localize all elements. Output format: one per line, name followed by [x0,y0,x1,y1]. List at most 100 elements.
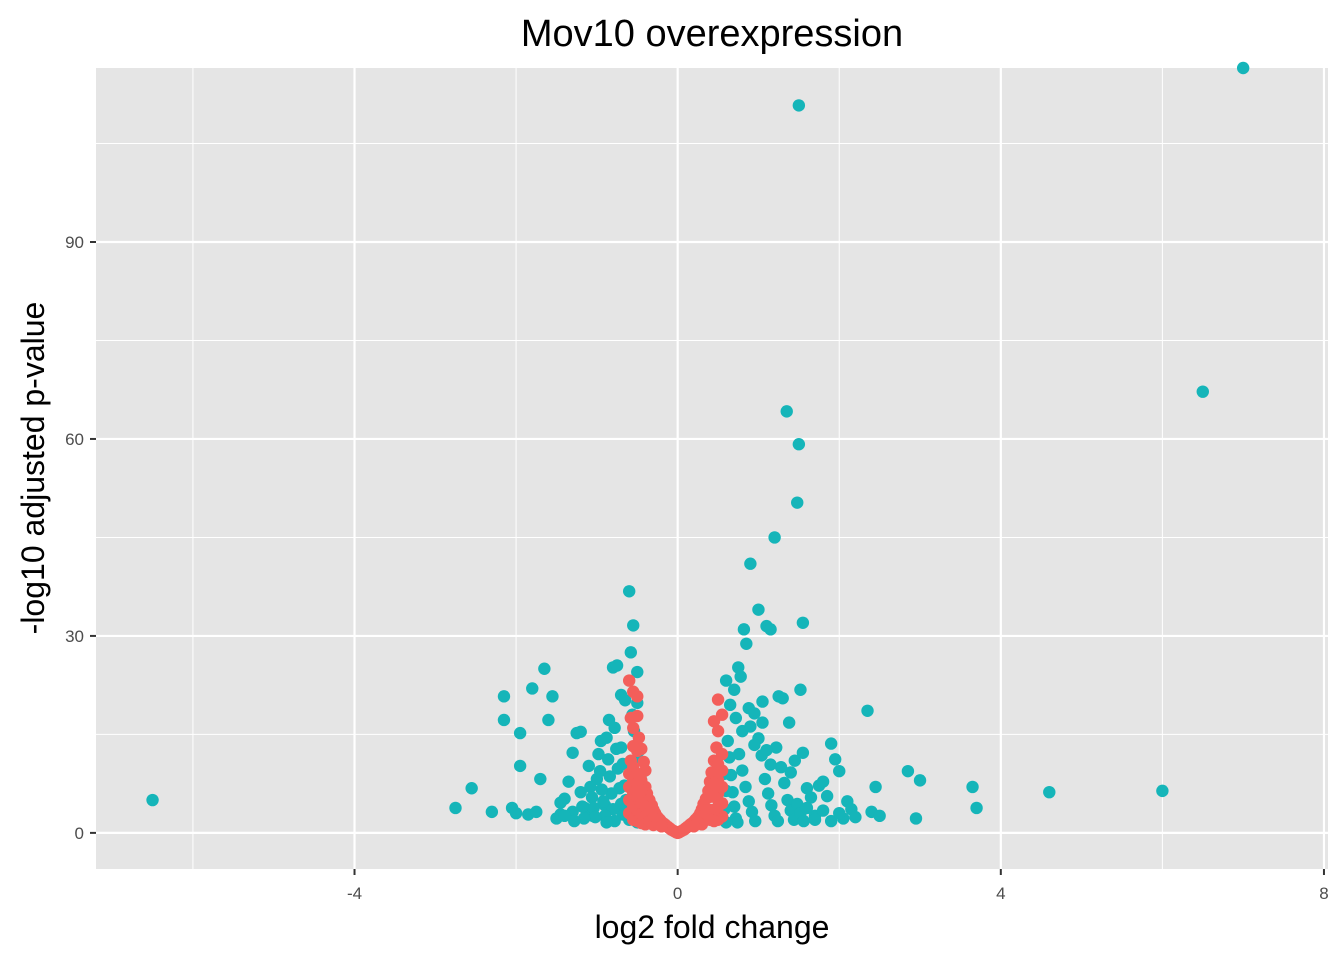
data-point [627,721,640,735]
data-point [742,795,755,808]
data-point [530,805,543,819]
axis-tick-labels: -4 0 4 8 0 30 60 90 [65,233,1329,903]
data-point [764,623,777,636]
data-point [635,784,648,797]
data-point [631,665,644,679]
data-point [744,720,757,733]
data-point [497,713,511,727]
data-point [816,775,830,788]
data-point [771,814,785,828]
data-point [526,682,539,695]
x-tick-label: 8 [1319,884,1328,903]
data-point [824,737,838,750]
data-points [146,61,1250,840]
y-tick-label: 60 [65,430,84,449]
data-point [566,746,579,759]
data-point [740,637,753,651]
data-point [788,754,802,767]
data-point [804,791,818,804]
data-point [761,787,775,800]
data-point [824,814,838,828]
data-point [1043,785,1056,799]
data-point [774,761,788,774]
data-point [739,780,752,794]
data-point [782,716,796,729]
data-point [719,674,733,687]
data-point [542,713,555,727]
data-point [624,646,638,659]
data-point [970,801,983,815]
x-tick-label: -4 [347,884,362,903]
data-point [758,772,772,786]
data-point [715,747,729,761]
x-tick-label: 4 [996,884,1005,903]
minor-gridlines [96,68,1328,869]
data-point [770,741,783,754]
x-tick-label: 0 [673,884,682,903]
data-point [618,694,632,707]
data-point [546,690,559,703]
data-point [600,816,613,829]
major-gridlines [96,68,1328,869]
data-point [627,740,640,753]
data-point [833,764,846,778]
data-point [792,438,806,451]
data-point [800,801,814,815]
y-tick-label: 30 [65,627,84,646]
data-point [574,725,587,738]
data-point [728,800,741,813]
data-point [465,782,478,795]
data-point [765,799,778,812]
data-point [756,716,769,729]
data-point [728,683,741,696]
data-point [711,724,725,738]
data-point [592,747,605,761]
data-point [1236,61,1250,75]
data-point [820,789,834,803]
data-point [829,753,842,766]
data-point [794,683,807,696]
data-point [797,814,810,828]
data-point [576,800,589,813]
data-point [776,692,789,705]
data-point [780,405,793,418]
data-point [605,787,618,800]
data-point [913,774,927,787]
data-point [622,585,636,598]
data-point [554,796,567,809]
data-point [589,810,602,824]
data-point [760,743,773,757]
data-point [587,801,600,815]
data-point [584,780,597,794]
data-point [723,698,737,712]
data-point [585,791,599,804]
data-point [768,531,781,544]
data-point [711,757,725,771]
data-point [711,693,725,706]
data-point [627,619,640,632]
data-point [568,814,581,828]
data-point [600,731,613,744]
data-point [622,674,636,687]
data-point [756,695,769,708]
data-point [558,809,571,823]
data-point [966,780,979,794]
plot-panel [96,68,1328,869]
y-tick-label: 90 [65,233,84,252]
data-point [778,776,791,790]
data-point [601,753,615,766]
data-point [796,616,810,629]
data-point [734,670,747,683]
data-point [729,711,743,725]
data-point [610,659,624,672]
data-point [631,709,644,723]
data-point [146,793,159,807]
data-point [497,690,511,703]
y-axis-title: -log10 adjusted p-value [15,302,51,635]
data-point [849,810,862,824]
data-point [534,772,547,786]
data-point [610,742,623,756]
data-point [707,777,721,790]
data-point [703,790,717,803]
data-point [577,812,591,825]
